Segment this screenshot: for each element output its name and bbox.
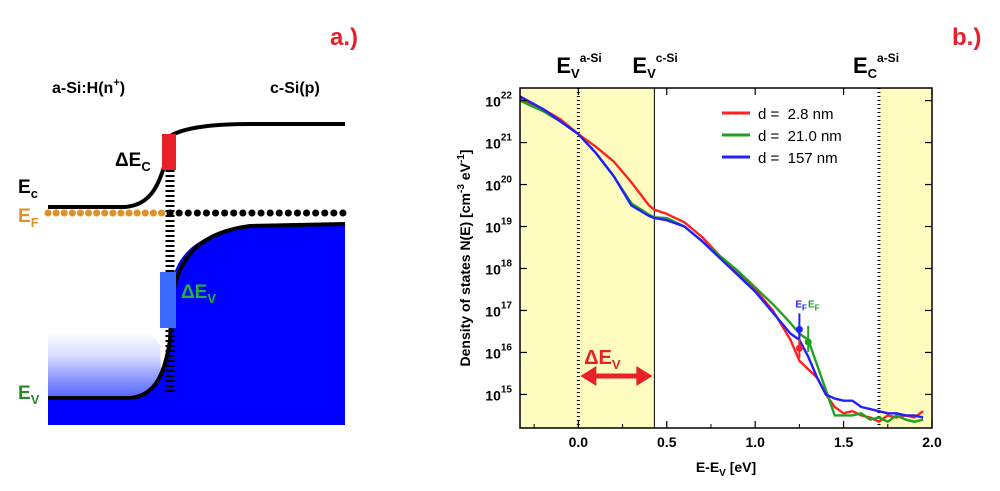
series-line xyxy=(519,97,924,423)
ef-marker-point xyxy=(795,325,803,333)
delta-ev-arrowhead-right xyxy=(636,366,653,386)
x-tick-label: 2.0 xyxy=(922,434,942,450)
panel-b-label: b.) xyxy=(952,24,981,51)
left-material-label: a-Si:H(n+) xyxy=(52,77,125,97)
right-material-label: c-Si(p) xyxy=(270,80,320,97)
energy-marker-label: ECa-Si xyxy=(853,51,899,81)
y-axis-label: Density of states N(E) [cm-3 eV-1] xyxy=(456,150,473,367)
ec-curve xyxy=(48,122,345,209)
plot-frame xyxy=(519,87,933,429)
series-line xyxy=(519,95,924,419)
delta-ec-label: ΔEC xyxy=(115,150,151,174)
ef-annotation: EFEF xyxy=(795,299,819,312)
energy-marker-label: EVa-Si xyxy=(556,51,601,81)
x-tick-label: 1.0 xyxy=(745,434,765,450)
legend-label: d = 157 nm xyxy=(758,150,838,167)
series-line xyxy=(519,99,924,423)
panel-a: a.) a-Si:H(n+) c-Si(p) ΔEC ΔEV Ec EF EV xyxy=(18,24,358,425)
y-tick-label: 1021 xyxy=(485,133,512,152)
y-tick-label: 1018 xyxy=(485,258,512,277)
ef-marker-point xyxy=(804,338,812,346)
ef-label: EF xyxy=(18,206,39,230)
shaded-region xyxy=(520,88,579,428)
x-axis-label: E-EV [eV] xyxy=(696,459,756,479)
ev-label: EV xyxy=(18,383,40,407)
y-tick-label: 1016 xyxy=(485,342,512,361)
x-tick-label: 0.5 xyxy=(657,434,677,450)
delta-ev-label: ΔEV xyxy=(181,282,216,306)
y-tick-label: 1015 xyxy=(485,384,512,403)
legend-label: d = 21.0 nm xyxy=(758,128,842,145)
delta-ev-label: ΔEV xyxy=(584,347,621,372)
panel-a-label: a.) xyxy=(330,24,358,51)
shaded-region xyxy=(878,88,932,428)
x-tick-label: 1.5 xyxy=(834,434,854,450)
ec-label: Ec xyxy=(18,177,38,201)
delta-ec-bar xyxy=(162,134,176,170)
ef-marker-point xyxy=(795,344,803,352)
legend-label: d = 2.8 nm xyxy=(758,106,833,123)
y-tick-label: 1017 xyxy=(485,300,512,319)
y-tick-label: 1022 xyxy=(485,91,512,110)
delta-ev-bar xyxy=(160,272,176,328)
csi-valence-fill xyxy=(172,224,345,425)
y-tick-label: 1020 xyxy=(485,175,512,194)
asi-valence-fade xyxy=(48,332,162,400)
delta-ev-arrowhead-left xyxy=(580,366,597,386)
shaded-region xyxy=(578,88,655,428)
x-tick-label: 0.0 xyxy=(569,434,589,450)
energy-marker-label: EVc-Si xyxy=(632,51,677,81)
y-tick-label: 1019 xyxy=(485,217,512,236)
